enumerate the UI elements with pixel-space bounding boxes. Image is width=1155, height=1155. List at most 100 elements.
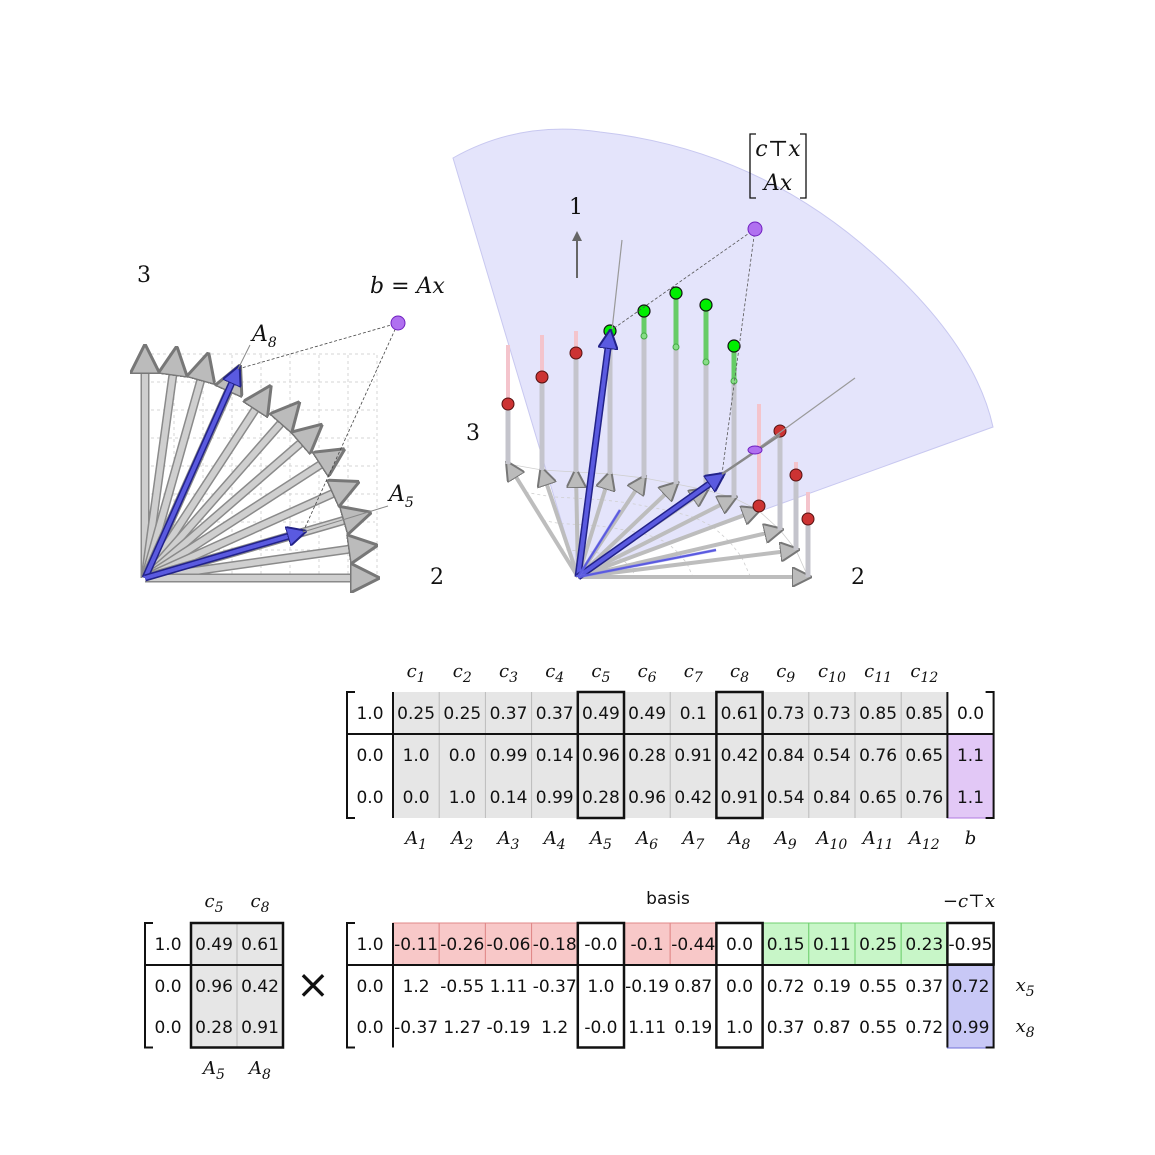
column-label-A6: A6 <box>634 828 658 853</box>
right-dash-top <box>609 228 756 332</box>
floor-ring <box>525 491 751 578</box>
top-table-left-bracket <box>346 691 355 819</box>
bottom-cell-r1-c5: -0.19 <box>625 977 669 997</box>
column-label-A9: A9 <box>773 828 797 853</box>
cell-r0-c11: 0.85 <box>905 704 943 724</box>
bottom-cell-r2-c6: 0.19 <box>674 1018 712 1038</box>
column-label-A11: A11 <box>861 828 894 853</box>
basis-cost-header-c8: c8 <box>250 891 269 916</box>
cell-r1-c11: 0.65 <box>905 746 943 766</box>
basis-lead-cell: 0.0 <box>154 977 181 997</box>
bottom-cell-r2-c7: 1.0 <box>726 1018 753 1038</box>
b-column-highlight <box>946 733 995 819</box>
left-basis-vector-a8 <box>143 369 238 579</box>
basis-lead-cell: 0.0 <box>154 1018 181 1038</box>
cell-r0-c2: 0.37 <box>490 704 528 724</box>
left-vectors <box>145 350 374 578</box>
cell-r2-c0: 0.0 <box>403 788 430 808</box>
bottom-cell-r1-c0: 1.2 <box>403 977 430 997</box>
cell-r1-c9: 0.54 <box>813 746 851 766</box>
right-vector-11 <box>577 550 796 579</box>
reduced-cost-cell-2 <box>484 922 533 965</box>
left-axis-label-horizontal: 2 <box>430 565 444 590</box>
bottom-cell-r1-c4: 1.0 <box>587 977 614 997</box>
right-axis-label-up: 1 <box>569 195 583 220</box>
basis-cell-r1-c1: 0.42 <box>241 977 279 997</box>
left-a5-extension <box>302 505 389 533</box>
cell-r0-c3: 0.37 <box>536 704 574 724</box>
cell-r2-c4: 0.28 <box>582 788 620 808</box>
bottom-right-bracket <box>985 922 995 1049</box>
reduced-cost-cell-10 <box>854 922 902 965</box>
basis-right-bracket <box>275 922 284 1049</box>
cost-header-c8: c8 <box>730 661 749 686</box>
left-vector-6 <box>142 406 296 580</box>
bottom-lead-cell: 0.0 <box>356 1018 383 1038</box>
basis-left-bracket <box>144 922 153 1049</box>
bottom-cell-r1-c8: 0.72 <box>767 977 805 997</box>
bottom-cell-r2-c9: 0.87 <box>813 1018 851 1038</box>
column-label-A8: A8 <box>727 828 751 853</box>
left-plot: 3 2 b = Ax A8 A5 <box>137 263 445 590</box>
column-label-A1: A1 <box>403 828 427 853</box>
column-label-A4: A4 <box>542 828 566 853</box>
cost-header-c1: c1 <box>407 661 426 686</box>
bottom-cell-r0-c1: -0.26 <box>440 935 484 955</box>
bottom-cell-r1-c7: 0.0 <box>726 977 753 997</box>
times-symbol: × <box>296 962 330 1008</box>
cell-r2-c9: 0.84 <box>813 788 851 808</box>
bottom-cell-r2-c2: -0.19 <box>487 1018 531 1038</box>
bottom-cell-r0-c11: 0.23 <box>905 935 943 955</box>
bottom-cell-r1-c9: 0.19 <box>813 977 851 997</box>
bottom-cell-r0-c9: 0.11 <box>813 935 851 955</box>
basis-cell-r2-c0: 0.28 <box>195 1018 233 1038</box>
left-vector-9 <box>143 484 354 581</box>
basis-column-box <box>715 921 764 1049</box>
result-cell-2: 0.99 <box>952 1018 990 1038</box>
cost-header-c12: c12 <box>910 661 938 686</box>
right-top-point <box>747 221 763 237</box>
cell-r1-c0: 1.0 <box>403 746 430 766</box>
stem-point-2 <box>535 370 549 384</box>
left-b-connector-a8 <box>237 322 399 370</box>
cell-r2-c6: 0.42 <box>674 788 712 808</box>
row-label-x8: x8 <box>1016 1016 1035 1041</box>
b-cell-2: 1.1 <box>957 788 984 808</box>
column-label-A3: A3 <box>496 828 520 853</box>
right-line-a <box>611 239 623 331</box>
cost-header-c6: c6 <box>638 661 657 686</box>
column-label-A7: A7 <box>680 828 704 853</box>
bottom-cell-r1-c11: 0.37 <box>905 977 943 997</box>
cell-r2-c11: 0.76 <box>905 788 943 808</box>
basis-matrix-table: c5 c8 A5 A8 1.0 0.0 0.0 0.49 0.61 0.96 0.42 0.28 0.9… <box>144 891 285 1083</box>
cell-r0-c7: 0.61 <box>721 704 759 724</box>
right-basis-vector-2 <box>576 475 722 579</box>
stem-ghost-5 <box>640 332 648 340</box>
left-vector-8 <box>143 452 340 581</box>
basis-cell-r0-c0: 0.49 <box>195 935 233 955</box>
stem-point-3 <box>569 346 583 360</box>
column-label-A5: A5 <box>588 828 612 853</box>
bottom-cell-r0-c4: -0.0 <box>584 935 617 955</box>
cell-r1-c7: 0.42 <box>721 746 759 766</box>
right-point-label-top: c⊤x <box>755 137 801 162</box>
bottom-cell-r2-c5: 1.11 <box>628 1018 666 1038</box>
b-label: b <box>965 828 977 849</box>
cone-region <box>452 128 994 578</box>
basis-column-label-A8: A8 <box>247 1058 271 1083</box>
left-vector-label-a5: A5 <box>387 482 414 511</box>
bottom-cell-r2-c10: 0.55 <box>859 1018 897 1038</box>
row-label-x5: x5 <box>1016 975 1035 1000</box>
reduced-cost-cell-9 <box>808 922 856 965</box>
right-basis-extension <box>721 433 781 476</box>
cell-r1-c1: 0.0 <box>449 746 476 766</box>
stem-point-10 <box>752 499 766 513</box>
top-table-right-bracket <box>985 691 995 819</box>
bottom-cell-r2-c3: 1.2 <box>541 1018 568 1038</box>
right-plot: 1 3 2 c⊤x Ax <box>452 128 994 590</box>
left-vector-2 <box>142 352 176 579</box>
stem-point-1 <box>501 397 515 411</box>
basis-column-box <box>715 690 764 820</box>
cell-r1-c8: 0.84 <box>767 746 805 766</box>
